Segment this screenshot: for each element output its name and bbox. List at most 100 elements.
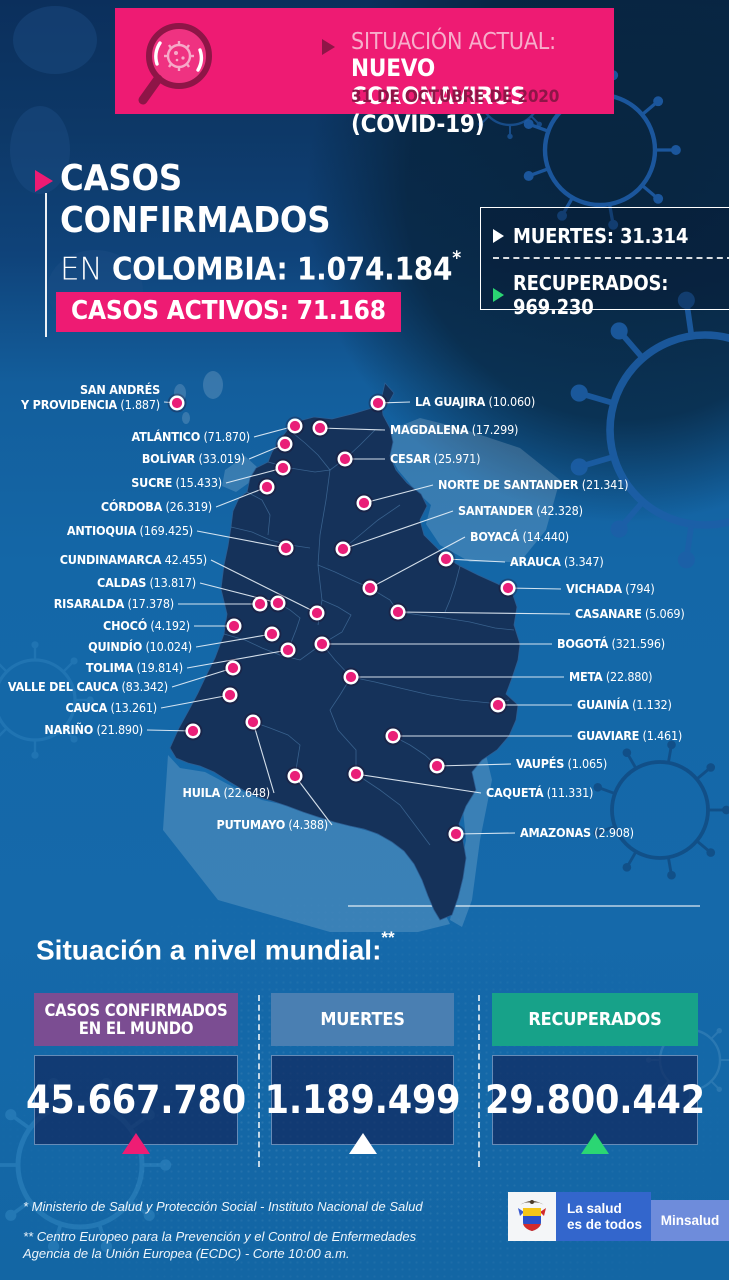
world-recovered-value-box: 29.800.442	[485, 1055, 705, 1154]
map-label-cundinamarca: CUNDINAMARCA 42.455)	[60, 552, 207, 567]
confirmed-arrow-icon	[35, 170, 53, 192]
recovered-row: RECUPERADOS: 969.230	[493, 271, 729, 319]
colombia-coat-of-arms-icon	[508, 1192, 556, 1241]
department-name: BOLÍVAR	[141, 451, 196, 466]
department-cases: (21.341)	[578, 477, 629, 492]
banner-title: NUEVO CORONAVIRUS (COVID-19)	[351, 54, 526, 138]
banner-kicker: SITUACIÓN ACTUAL:	[351, 29, 556, 55]
department-cases: (10.024)	[142, 639, 192, 654]
department-cases: (1.065)	[564, 756, 608, 771]
department-cases: (11.331)	[543, 785, 594, 800]
department-name: CESAR	[390, 451, 431, 466]
brand-tagline: La salud es de todos	[556, 1192, 651, 1241]
department-name: CALDAS	[97, 575, 147, 590]
department-name: SUCRE	[131, 475, 173, 490]
department-cases: (3.347)	[560, 554, 604, 569]
map-label-cesar: CESAR (25.971)	[390, 451, 480, 466]
map-label-putumayo: PUTUMAYO (4.388)	[216, 817, 329, 832]
map-label-quind-o: QUINDÍO (10.024)	[88, 639, 192, 654]
department-name: TOLIMA	[85, 660, 134, 675]
department-name: GUAVIARE	[577, 728, 640, 743]
department-cases: (169.425)	[136, 523, 194, 538]
department-name: PUTUMAYO	[216, 817, 286, 832]
department-cases: (14.440)	[519, 529, 569, 544]
map-label-meta: META (22.880)	[569, 669, 653, 684]
department-cases: (794)	[621, 581, 655, 596]
confirmed-line2: CONFIRMADOS	[60, 200, 331, 241]
department-name: NARIÑO	[44, 722, 94, 737]
department-name: META	[569, 669, 603, 684]
department-name: CHOCÓ	[103, 618, 148, 633]
map-label-caquet: CAQUETÁ (11.331)	[486, 785, 593, 800]
world-confirmed-header: CASOS CONFIRMADOS EN EL MUNDO	[34, 993, 238, 1046]
map-label-casanare: CASANARE (5.069)	[575, 606, 685, 621]
confirmed-line3-prefix: EN	[60, 251, 113, 288]
department-name: QUINDÍO	[88, 639, 143, 654]
map-label-nari-o: NARIÑO (21.890)	[44, 722, 143, 737]
world-confirmed-value-box: 45.667.780	[26, 1055, 246, 1154]
department-cases: (71.870)	[200, 429, 250, 444]
department-cases: (1.887)	[117, 397, 160, 412]
deaths-arrow-icon	[493, 229, 504, 243]
map-label-santander: SANTANDER (42.328)	[458, 503, 583, 518]
footnote-2-line2: Agencia de la Unión Europea (ECDC) - Cor…	[23, 1246, 350, 1261]
department-cases: (17.378)	[124, 596, 174, 611]
map-label-caldas: CALDAS (13.817)	[97, 575, 196, 590]
department-cases: (321.596)	[608, 636, 665, 651]
department-cases: (25.971)	[430, 451, 481, 466]
department-name: ATLÁNTICO	[131, 429, 201, 444]
map-label-vichada: VICHADA (794)	[566, 581, 655, 596]
banner-date: 31 DE OCTUBRE DE 2020	[351, 87, 560, 107]
footnote-2: ** Centro Europeo para la Prevención y e…	[23, 1228, 416, 1262]
map-label-antioquia: ANTIOQUIA (169.425)	[67, 523, 193, 538]
world-footnote-mark: **	[381, 928, 395, 947]
map-label-arauca: ARAUCA (3.347)	[510, 554, 604, 569]
map-label-boyac: BOYACÁ (14.440)	[470, 529, 569, 544]
map-label-vaup-s: VAUPÉS (1.065)	[516, 756, 607, 771]
department-cases: (13.817)	[146, 575, 196, 590]
map-label-cauca: CAUCA (13.261)	[65, 700, 157, 715]
department-name: AMAZONAS	[520, 825, 591, 840]
department-cases: (21.890)	[93, 722, 143, 737]
department-name: VICHADA	[566, 581, 622, 596]
map-label-tolima: TOLIMA (19.814)	[86, 660, 183, 675]
department-cases: (83.342)	[118, 679, 168, 694]
department-cases: (33.019)	[195, 451, 245, 466]
world-recovered-header: RECUPERADOS	[492, 993, 698, 1046]
department-cases: (10.060)	[485, 394, 536, 409]
department-cases: (1.132)	[628, 697, 672, 712]
department-cases: (4.192)	[147, 618, 190, 633]
confirmed-line1: CASOS	[60, 158, 183, 199]
department-cases: (17.299)	[468, 422, 519, 437]
world-column-recovered: RECUPERADOS 29.800.442	[485, 993, 705, 1154]
map-label-guain-a: GUAINÍA (1.132)	[577, 697, 672, 712]
confirmed-footnote-mark: *	[452, 247, 461, 269]
banner-arrow-icon	[322, 39, 335, 55]
map-label-bol-var: BOLÍVAR (33.019)	[142, 451, 245, 466]
map-label-sucre: SUCRE (15.433)	[131, 475, 222, 490]
magnifier-virus-icon	[138, 23, 212, 105]
department-name: CÓRDOBA	[100, 499, 163, 514]
department-cases: (4.388)	[285, 817, 328, 832]
world-deaths-value-box: 1.189.499	[265, 1055, 461, 1154]
deaths-recovered-box: MUERTES: 31.314 RECUPERADOS: 969.230	[480, 207, 729, 319]
map-label-guaviare: GUAVIARE (1.461)	[577, 728, 682, 743]
world-deaths-value: 1.189.499	[264, 1077, 461, 1123]
world-confirmed-arrow-icon	[122, 1133, 150, 1154]
map-label-norte-de-santander: NORTE DE SANTANDER (21.341)	[438, 477, 628, 492]
world-confirmed-value: 45.667.780	[26, 1077, 246, 1123]
world-divider-1	[258, 995, 260, 1167]
confirmed-total: COLOMBIA: 1.074.184	[112, 251, 453, 288]
footnote-1: * Ministerio de Salud y Protección Socia…	[23, 1199, 423, 1214]
department-name: MAGDALENA	[390, 422, 469, 437]
department-name: ARAUCA	[510, 554, 561, 569]
department-name: VAUPÉS	[516, 756, 565, 771]
footnote-2-line1: ** Centro Europeo para la Prevención y e…	[23, 1229, 417, 1244]
map-label-amazonas: AMAZONAS (2.908)	[520, 825, 634, 840]
department-cases: (15.433)	[172, 475, 222, 490]
department-cases: (2.908)	[590, 825, 634, 840]
department-name: GUAINÍA	[577, 697, 629, 712]
department-name: SANTANDER	[458, 503, 533, 518]
map-label-huila: HUILA (22.648)	[183, 785, 271, 800]
deaths-value: MUERTES: 31.314	[513, 224, 689, 248]
